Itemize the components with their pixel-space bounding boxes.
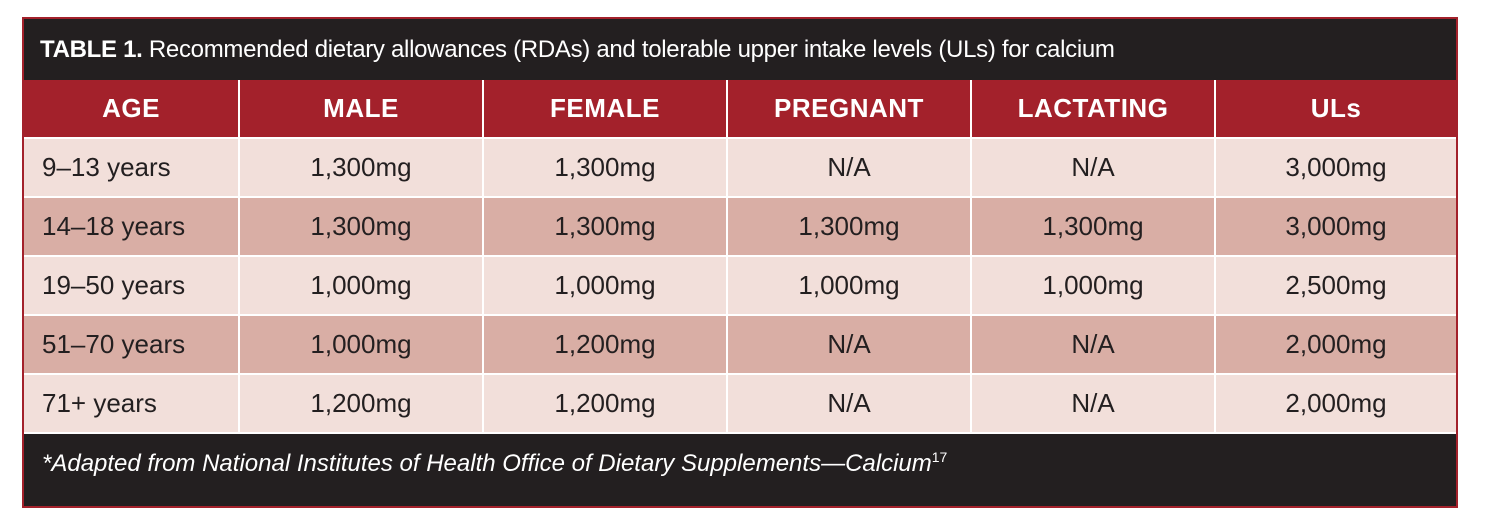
table-cell: N/A (726, 137, 972, 198)
table-cell: 2,000mg (1214, 314, 1456, 375)
table-cell: N/A (970, 137, 1216, 198)
column-header: FEMALE (482, 80, 728, 139)
column-header: MALE (238, 80, 484, 139)
table-row: 71+ years 1,200mg 1,200mg N/A N/A 2,000mg (24, 373, 1456, 434)
table-cell: 1,200mg (482, 373, 728, 434)
table-row: 14–18 years 1,300mg 1,300mg 1,300mg 1,300mg 3… (24, 196, 1456, 257)
column-header: PREGNANT (726, 80, 972, 139)
table-cell: 2,000mg (1214, 373, 1456, 434)
table-cell: 1,300mg (482, 196, 728, 257)
footnote-text: *Adapted from National Institutes of Hea… (42, 450, 932, 477)
table-cell: 1,300mg (238, 196, 484, 257)
table-cell: 1,000mg (970, 255, 1216, 316)
table-cell: N/A (726, 373, 972, 434)
table-title: TABLE 1. Recommended dietary allowances … (24, 19, 1456, 80)
table-cell: 3,000mg (1214, 196, 1456, 257)
row-label: 71+ years (24, 373, 240, 434)
header-row: AGE MALE FEMALE PREGNANT LACTATING ULs (24, 80, 1456, 139)
table-cell: 1,000mg (726, 255, 972, 316)
title-label: TABLE 1. (40, 36, 143, 63)
row-label: 14–18 years (24, 196, 240, 257)
table-row: 19–50 years 1,000mg 1,000mg 1,000mg 1,000mg 2… (24, 255, 1456, 316)
table-cell: 1,000mg (482, 255, 728, 316)
table-row: 9–13 years 1,300mg 1,300mg N/A N/A 3,000mg (24, 137, 1456, 198)
table-panel: TABLE 1. Recommended dietary allowances … (22, 17, 1458, 508)
column-header: AGE (24, 80, 240, 139)
table-cell: 1,200mg (238, 373, 484, 434)
row-label: 19–50 years (24, 255, 240, 316)
table-row: 51–70 years 1,000mg 1,200mg N/A N/A 2,000mg (24, 314, 1456, 375)
table-cell: 1,300mg (238, 137, 484, 198)
table-cell: 1,000mg (238, 314, 484, 375)
row-label: 9–13 years (24, 137, 240, 198)
table-cell: N/A (970, 314, 1216, 375)
table-cell: 1,000mg (238, 255, 484, 316)
table-cell: 1,300mg (970, 196, 1216, 257)
table-cell: 3,000mg (1214, 137, 1456, 198)
table-cell: N/A (726, 314, 972, 375)
column-header: LACTATING (970, 80, 1216, 139)
column-header: ULs (1214, 80, 1456, 139)
table-cell: 1,300mg (726, 196, 972, 257)
title-text: Recommended dietary allowances (RDAs) an… (148, 36, 1115, 63)
table-cell: 2,500mg (1214, 255, 1456, 316)
footnote-reference: 17 (931, 449, 948, 465)
data-table: AGE MALE FEMALE PREGNANT LACTATING ULs 9–13 y… (24, 80, 1456, 434)
table-cell: 1,200mg (482, 314, 728, 375)
table-cell: N/A (970, 373, 1216, 434)
footnote: *Adapted from National Institutes of Hea… (24, 434, 1456, 494)
table-cell: 1,300mg (482, 137, 728, 198)
row-label: 51–70 years (24, 314, 240, 375)
